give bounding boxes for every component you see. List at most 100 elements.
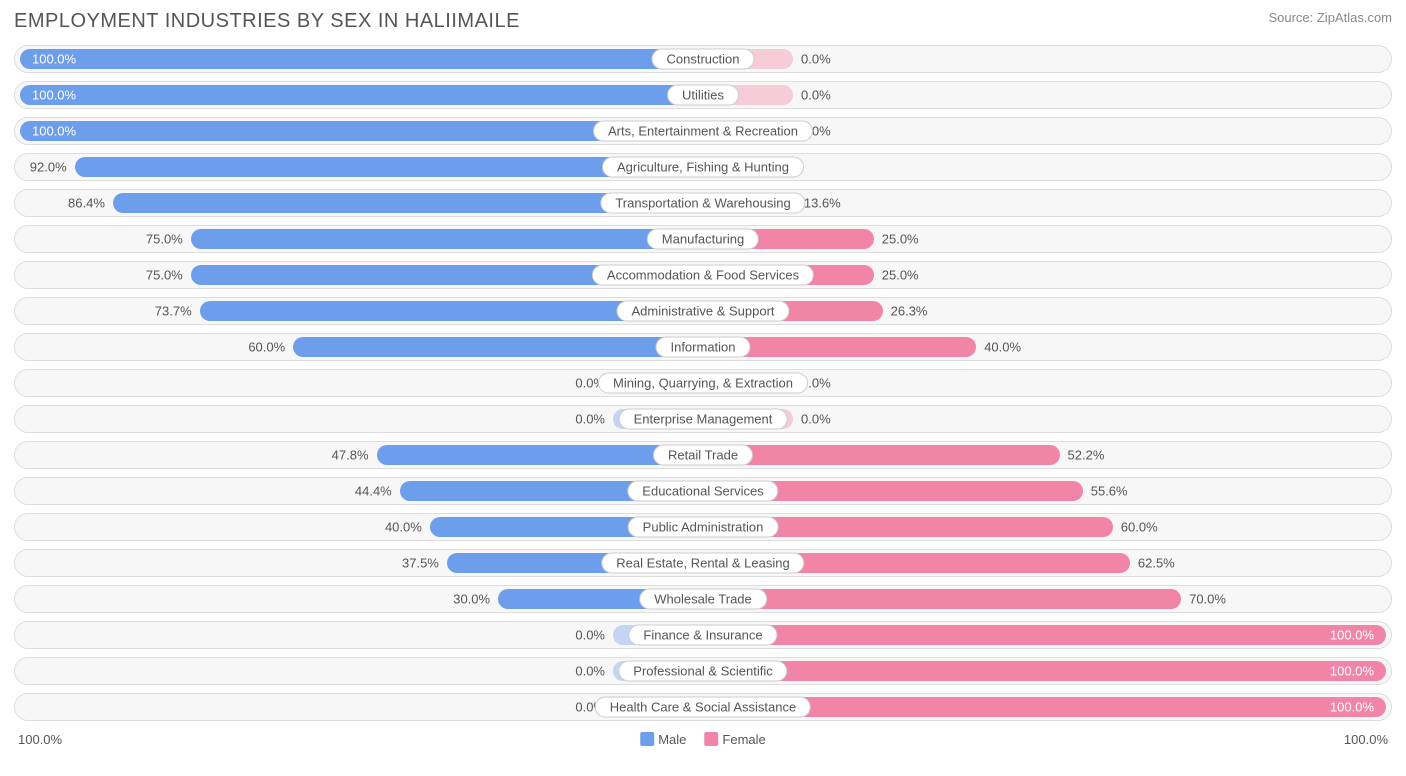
female-bar-container: 0.0% <box>703 85 1386 105</box>
female-value-label: 70.0% <box>1189 592 1226 607</box>
chart-row: 0.0%100.0%Health Care & Social Assistanc… <box>14 693 1392 721</box>
male-value-label: 30.0% <box>453 592 490 607</box>
legend-label-female: Female <box>722 732 765 747</box>
category-label: Administrative & Support <box>616 301 789 322</box>
chart-row: 0.0% 100.0% Finance & Insurance <box>14 621 1392 649</box>
male-bar-container: 30.0% <box>20 589 703 609</box>
male-value-label: 100.0% <box>32 88 76 103</box>
female-value-label: 100.0% <box>1330 628 1374 643</box>
male-value-label: 47.8% <box>332 448 369 463</box>
legend-item-male: Male <box>640 732 686 747</box>
chart-row: 100.0% 0.0% Construction <box>14 45 1392 73</box>
male-value-label: 44.4% <box>355 484 392 499</box>
axis-label-left: 100.0% <box>18 732 62 747</box>
female-bar-container: 13.6% <box>703 193 1386 213</box>
legend: Male Female <box>640 732 766 747</box>
female-bar-container: 26.3% <box>703 301 1386 321</box>
male-value-label: 92.0% <box>30 160 67 175</box>
male-bar-container: 0.0% <box>20 661 703 681</box>
male-bar-container: 73.7% <box>20 301 703 321</box>
category-label: Health Care & Social Assistance <box>595 697 811 718</box>
male-value-label: 37.5% <box>402 556 439 571</box>
chart-row: 73.7% 26.3% Administrative & Support <box>14 297 1392 325</box>
male-bar-container: 75.0% <box>20 229 703 249</box>
female-bar-container: 0.0% <box>703 409 1386 429</box>
category-label: Enterprise Management <box>619 409 788 430</box>
female-value-label: 25.0% <box>882 268 919 283</box>
male-bar-container: 47.8% <box>20 445 703 465</box>
diverging-bar-chart: 100.0% 0.0% Construction 100.0% 0.0% Utilitie… <box>14 45 1392 721</box>
category-label: Transportation & Warehousing <box>600 193 805 214</box>
female-bar-container: 62.5% <box>703 553 1386 573</box>
female-bar-container: 100.0% <box>703 661 1386 681</box>
category-label: Agriculture, Fishing & Hunting <box>602 157 804 178</box>
female-value-label: 62.5% <box>1138 556 1175 571</box>
category-label: Information <box>655 337 750 358</box>
category-label: Construction <box>652 49 755 70</box>
chart-header: EMPLOYMENT INDUSTRIES BY SEX IN HALIIMAI… <box>14 10 1392 33</box>
male-bar-container: 0.0% <box>20 409 703 429</box>
chart-title: EMPLOYMENT INDUSTRIES BY SEX IN HALIIMAI… <box>14 10 520 33</box>
female-value-label: 60.0% <box>1121 520 1158 535</box>
chart-row: 86.4% 13.6%Transportation & Warehousing <box>14 189 1392 217</box>
chart-row: 47.8% 52.2% Retail Trade <box>14 441 1392 469</box>
chart-source: Source: ZipAtlas.com <box>1268 10 1392 25</box>
chart-footer: 100.0% Male Female 100.0% <box>14 729 1392 749</box>
category-label: Public Administration <box>628 517 779 538</box>
male-value-label: 75.0% <box>146 232 183 247</box>
female-value-label: 0.0% <box>801 52 831 67</box>
female-bar-container: 52.2% <box>703 445 1386 465</box>
male-bar-container: 0.0% <box>20 625 703 645</box>
male-value-label: 100.0% <box>32 124 76 139</box>
category-label: Mining, Quarrying, & Extraction <box>598 373 808 394</box>
category-label: Professional & Scientific <box>618 661 787 682</box>
male-value-label: 100.0% <box>32 52 76 67</box>
swatch-female <box>704 732 718 746</box>
chart-row: 44.4% 55.6%Educational Services <box>14 477 1392 505</box>
female-value-label: 13.6% <box>804 196 841 211</box>
female-bar <box>703 589 1181 609</box>
category-label: Arts, Entertainment & Recreation <box>593 121 813 142</box>
female-value-label: 0.0% <box>801 88 831 103</box>
female-bar-container: 40.0% <box>703 337 1386 357</box>
female-bar <box>703 445 1060 465</box>
female-bar-container: 100.0% <box>703 625 1386 645</box>
male-value-label: 0.0% <box>575 628 605 643</box>
chart-row: 40.0%60.0%Public Administration <box>14 513 1392 541</box>
female-value-label: 26.3% <box>891 304 928 319</box>
category-label: Wholesale Trade <box>639 589 767 610</box>
male-value-label: 73.7% <box>155 304 192 319</box>
male-value-label: 86.4% <box>68 196 105 211</box>
category-label: Utilities <box>667 85 739 106</box>
chart-row: 100.0% 0.0% Utilities <box>14 81 1392 109</box>
chart-row: 75.0% 25.0% Manufacturing <box>14 225 1392 253</box>
chart-row: 0.0%0.0%Enterprise Management <box>14 405 1392 433</box>
chart-row: 0.0%0.0%Mining, Quarrying, & Extraction <box>14 369 1392 397</box>
male-bar-container: 100.0% <box>20 49 703 69</box>
female-bar-container: 25.0% <box>703 229 1386 249</box>
category-label: Educational Services <box>627 481 778 502</box>
female-bar-container: 55.6% <box>703 481 1386 501</box>
chart-row: 100.0%0.0%Arts, Entertainment & Recreati… <box>14 117 1392 145</box>
female-bar-container: 60.0% <box>703 517 1386 537</box>
category-label: Real Estate, Rental & Leasing <box>601 553 804 574</box>
male-bar-container: 100.0% <box>20 85 703 105</box>
category-label: Manufacturing <box>647 229 759 250</box>
male-bar-container: 44.4% <box>20 481 703 501</box>
category-label: Retail Trade <box>653 445 753 466</box>
male-bar <box>20 85 703 105</box>
male-bar <box>191 229 703 249</box>
female-value-label: 100.0% <box>1330 700 1374 715</box>
category-label: Accommodation & Food Services <box>592 265 814 286</box>
legend-item-female: Female <box>704 732 765 747</box>
female-bar <box>703 625 1386 645</box>
chart-row: 60.0%40.0%Information <box>14 333 1392 361</box>
female-value-label: 52.2% <box>1068 448 1105 463</box>
chart-row: 0.0% 100.0% Professional & Scientific <box>14 657 1392 685</box>
male-bar <box>20 49 703 69</box>
chart-row: 92.0%8.0%Agriculture, Fishing & Hunting <box>14 153 1392 181</box>
category-label: Finance & Insurance <box>628 625 777 646</box>
female-value-label: 25.0% <box>882 232 919 247</box>
female-value-label: 100.0% <box>1330 664 1374 679</box>
female-value-label: 0.0% <box>801 412 831 427</box>
